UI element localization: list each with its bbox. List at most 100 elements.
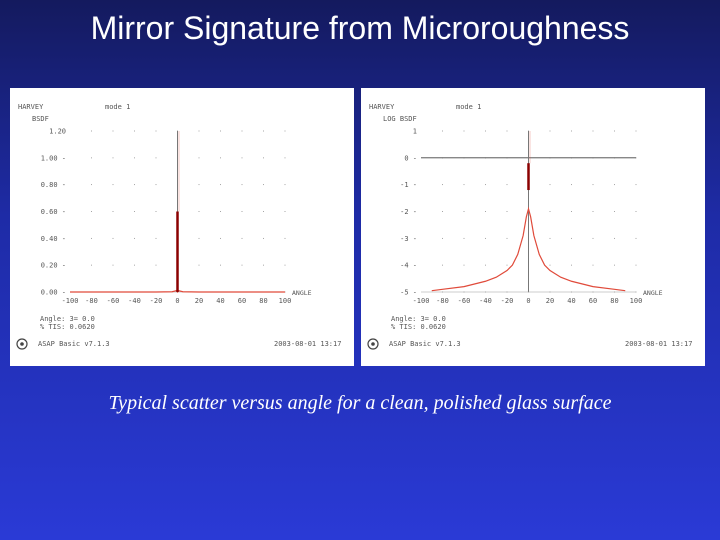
grid-dot [263, 237, 264, 239]
grid-dot [198, 211, 200, 212]
asap-logo-dot [371, 342, 375, 346]
info-line-2: % TIS: 0.0620 [40, 323, 95, 331]
grid-dot [263, 130, 264, 132]
grid-dot [506, 237, 508, 239]
x-tick-label: 40 [216, 297, 224, 305]
x-tick-label: 0 [526, 297, 530, 305]
grid-dot [485, 211, 486, 212]
grid-dot [506, 211, 508, 212]
x-tick-label: 20 [195, 297, 203, 305]
grid-dot [442, 264, 443, 266]
x-tick-label: -80 [436, 297, 449, 305]
grid-dot [263, 157, 264, 159]
x-tick-label: 60 [589, 297, 597, 305]
info-line-1: Angle: 3= 0.0 [391, 315, 446, 323]
grid-dot [220, 237, 221, 239]
x-tick-label: -60 [107, 297, 120, 305]
grid-dot [463, 211, 465, 212]
grid-dot [635, 264, 637, 266]
y-tick-label: -5 - [400, 289, 417, 297]
grid-dot [485, 264, 486, 266]
grid-dot [571, 184, 572, 186]
x-tick-label: -20 [501, 297, 514, 305]
grid-dot [263, 264, 264, 266]
grid-dot [592, 237, 594, 239]
grid-dot [198, 157, 200, 159]
grid-dot [241, 211, 243, 212]
grid-dot [134, 157, 135, 159]
y-tick-label: 0.80 - [41, 181, 66, 189]
grid-dot [91, 130, 92, 132]
grid-dot [592, 264, 594, 266]
grid-dot [635, 237, 637, 239]
x-tick-label: -80 [85, 297, 98, 305]
footer-left: ASAP Basic v7.1.3 [38, 340, 110, 348]
x-axis-label: ANGLE [292, 289, 312, 297]
x-tick-label: 0 [175, 297, 179, 305]
info-line-2: % TIS: 0.0620 [391, 323, 446, 331]
y-tick-label: 0.20 - [41, 262, 66, 270]
grid-dot [442, 130, 443, 132]
grid-dot [442, 184, 443, 186]
grid-dot [442, 211, 443, 212]
grid-dot [241, 237, 243, 239]
grid-dot [549, 211, 551, 212]
grid-dot [155, 264, 157, 266]
grid-dot [134, 211, 135, 212]
grid-dot [592, 130, 594, 132]
grid-dot [134, 237, 135, 239]
grid-dot [112, 211, 114, 212]
grid-dot [284, 264, 286, 266]
asap-logo-icon [16, 338, 28, 350]
y-tick-label: -2 - [400, 208, 417, 216]
grid-dot [198, 237, 200, 239]
asap-logo-icon [367, 338, 379, 350]
bsdf-log-chart-panel: HARVEY mode 1 LOG BSDF 1 0 - -1 - -2 - -3 - -4 -… [361, 88, 705, 366]
y-axis-label: LOG BSDF [383, 115, 417, 123]
grid-dot [220, 157, 221, 159]
chart-header-left: HARVEY [369, 103, 395, 111]
grid-dot [134, 130, 135, 132]
grid-dot [571, 237, 572, 239]
y-tick-label: -3 - [400, 235, 417, 243]
chart-header-left: HARVEY [18, 103, 44, 111]
grid-dot [134, 184, 135, 186]
x-tick-label: -60 [458, 297, 471, 305]
y-tick-label: -1 - [400, 181, 417, 189]
x-tick-label: -20 [150, 297, 163, 305]
grid-dot [263, 211, 264, 212]
grid-dot [485, 237, 486, 239]
grid-dot [614, 184, 615, 186]
grid-dot [91, 184, 92, 186]
grid-dot [155, 157, 157, 159]
footer-right: 2003-08-01 13:17 [274, 340, 341, 348]
x-tick-label: -40 [479, 297, 492, 305]
scatter-curve [431, 206, 626, 292]
y-tick-label: 0.60 - [41, 208, 66, 216]
grid-dot [485, 184, 486, 186]
grid-dot [155, 211, 157, 212]
grid-dot [506, 130, 508, 132]
grid-dot [549, 264, 551, 266]
grid-dot [284, 130, 286, 132]
grid-dot [284, 211, 286, 212]
grid-dot [485, 130, 486, 132]
grid-dot [571, 211, 572, 212]
grid-dot [198, 264, 200, 266]
grid-dot [635, 211, 637, 212]
grid-dot [549, 237, 551, 239]
grid-dot [284, 184, 286, 186]
grid-dot [241, 157, 243, 159]
grid-dot [571, 264, 572, 266]
grid-dot [284, 157, 286, 159]
grid-dot [241, 130, 243, 132]
grid-dot [198, 184, 200, 186]
y-tick-label: 0.00 - [41, 289, 66, 297]
grid-dot [571, 130, 572, 132]
grid-dot [263, 184, 264, 186]
grid-dot [549, 184, 551, 186]
x-tick-label: 40 [567, 297, 575, 305]
grid-dot [614, 211, 615, 212]
grid-dot [635, 130, 637, 132]
